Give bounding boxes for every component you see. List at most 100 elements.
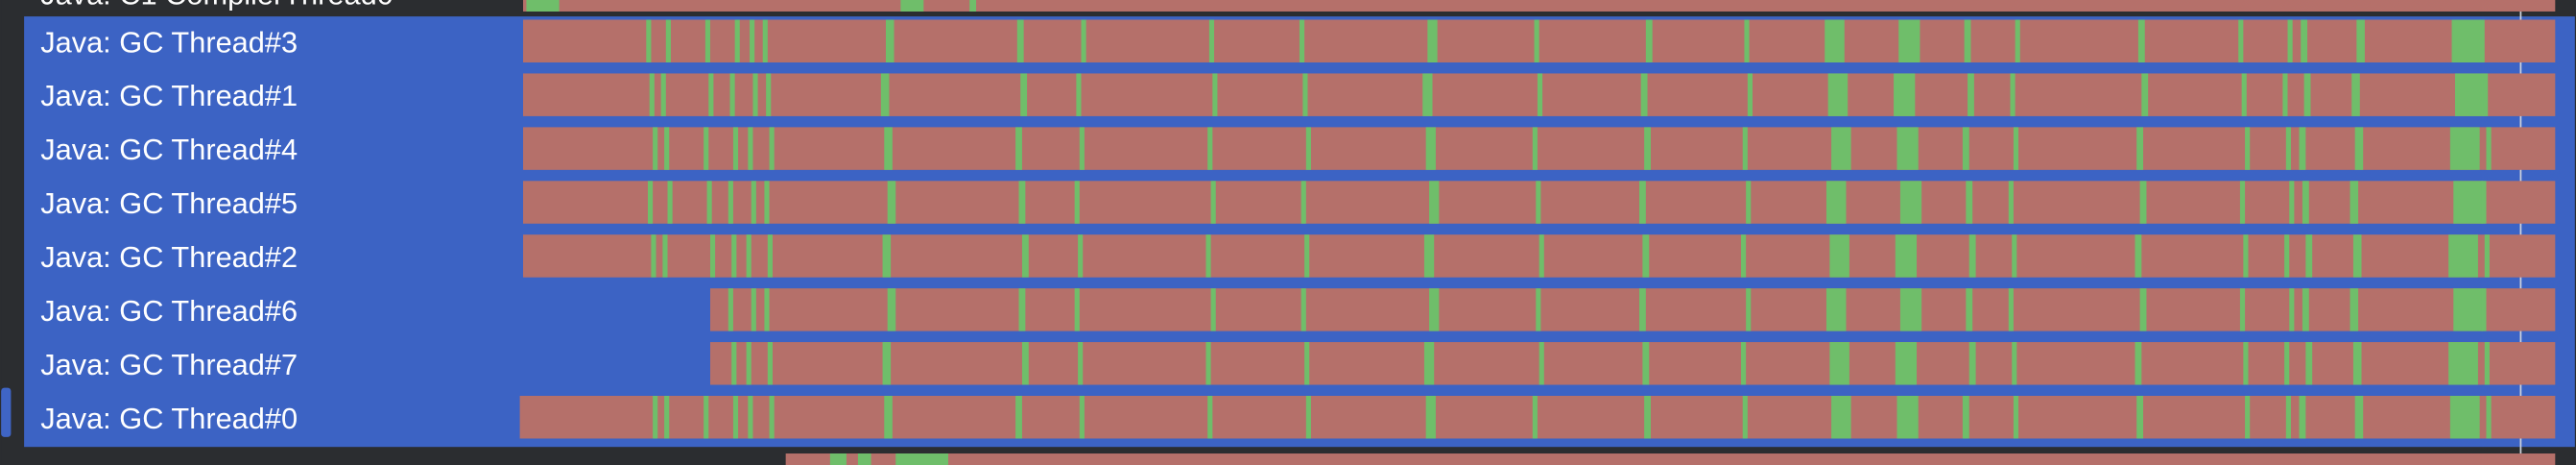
running-segment xyxy=(2451,19,2482,62)
running-segment xyxy=(1896,127,1919,170)
running-segment xyxy=(2137,19,2145,62)
running-segment xyxy=(660,73,666,116)
running-segment xyxy=(829,453,847,465)
running-segment xyxy=(1645,19,1653,62)
running-segment xyxy=(2012,342,2017,385)
running-segment xyxy=(1638,181,1646,224)
running-segment xyxy=(729,73,735,116)
running-segment xyxy=(1018,181,1026,224)
running-segment xyxy=(1962,127,1969,170)
running-segment xyxy=(2352,234,2362,278)
running-segment xyxy=(884,395,893,439)
running-segment xyxy=(1825,181,1847,224)
thread-label: Java: GC Thread#0 xyxy=(40,402,298,435)
running-segment xyxy=(1021,342,1029,385)
running-segment xyxy=(1747,73,1753,116)
running-segment xyxy=(2245,395,2251,439)
running-segment xyxy=(1078,342,1084,385)
running-segment xyxy=(2239,288,2246,331)
running-segment xyxy=(651,234,656,278)
running-segment xyxy=(1074,181,1080,224)
running-segment xyxy=(1896,395,1919,439)
running-segment xyxy=(2287,19,2293,62)
running-segment xyxy=(708,73,714,116)
running-segment xyxy=(2305,342,2313,385)
thread-row[interactable]: Java: GC Thread#1 xyxy=(40,73,2556,116)
running-segment xyxy=(1640,73,1648,116)
running-segment xyxy=(1021,234,1029,278)
running-segment xyxy=(1532,127,1538,170)
running-segment xyxy=(900,0,924,12)
timeline-bar xyxy=(523,127,2556,170)
thread-row[interactable]: Java: GC Thread#4 xyxy=(40,127,2556,170)
running-segment xyxy=(731,234,737,278)
running-segment xyxy=(2301,19,2308,62)
running-segment xyxy=(2243,342,2249,385)
thread-row[interactable]: Java: GC Thread#6 xyxy=(40,288,2556,331)
running-segment xyxy=(1304,342,1310,385)
running-segment xyxy=(1538,342,1544,385)
running-segment xyxy=(746,342,751,385)
running-segment xyxy=(2351,73,2360,116)
thread-row[interactable]: Java: GC Thread#0 xyxy=(40,395,2556,439)
running-segment xyxy=(1894,73,1916,116)
running-segment xyxy=(2284,234,2290,278)
running-segment xyxy=(882,342,892,385)
running-segment xyxy=(2484,234,2490,278)
running-segment xyxy=(1741,234,1747,278)
running-segment xyxy=(2354,127,2364,170)
running-segment xyxy=(764,181,770,224)
running-segment xyxy=(1205,342,1211,385)
running-segment xyxy=(1208,19,1215,62)
running-segment xyxy=(2448,234,2478,278)
running-segment xyxy=(1742,395,1748,439)
running-segment xyxy=(885,19,894,62)
running-segment xyxy=(1210,181,1216,224)
running-segment xyxy=(2449,395,2480,439)
running-segment xyxy=(1895,234,1918,278)
running-segment xyxy=(2289,181,2295,224)
running-segment xyxy=(709,234,716,278)
running-segment xyxy=(2282,73,2288,116)
running-segment xyxy=(1899,181,1922,224)
timeline-bar xyxy=(709,342,2556,385)
running-segment xyxy=(2008,181,2014,224)
thread-row[interactable]: Java: GC Thread#3 xyxy=(40,19,2556,62)
running-segment xyxy=(1423,234,1435,278)
thread-label: Java: GC Thread#5 xyxy=(40,186,298,220)
thread-row[interactable]: Java: GC Thread#5 xyxy=(40,181,2556,224)
running-segment xyxy=(732,395,739,439)
running-segment xyxy=(1831,395,1851,439)
thread-label: Java: GC Thread#2 xyxy=(40,240,298,274)
thread-row[interactable]: Java: GC Thread#2 xyxy=(40,234,2556,278)
running-segment xyxy=(2012,234,2017,278)
running-segment xyxy=(752,73,758,116)
running-segment xyxy=(1966,288,1973,331)
running-segment xyxy=(1422,73,1433,116)
running-segment xyxy=(767,234,773,278)
running-segment xyxy=(1300,181,1306,224)
running-segment xyxy=(2349,181,2359,224)
running-segment xyxy=(1079,395,1085,439)
running-segment xyxy=(1081,19,1086,62)
running-segment xyxy=(1534,19,1539,62)
running-segment xyxy=(526,0,560,12)
running-segment xyxy=(2302,288,2309,331)
running-segment xyxy=(1305,395,1311,439)
running-segment xyxy=(2479,19,2485,62)
running-segment xyxy=(2285,395,2291,439)
running-segment xyxy=(764,288,770,331)
thread-row[interactable]: Java: GC Thread#7 xyxy=(40,342,2556,385)
running-segment xyxy=(1898,19,1920,62)
running-segment xyxy=(766,73,772,116)
running-segment xyxy=(2136,395,2144,439)
thread-label: Java: GC Thread#3 xyxy=(40,25,298,59)
running-segment xyxy=(1078,234,1084,278)
running-segment xyxy=(882,234,892,278)
running-segment xyxy=(1895,342,1918,385)
running-segment xyxy=(2243,234,2249,278)
running-segment xyxy=(704,19,710,62)
thread-label: Java: GC Thread#6 xyxy=(40,294,298,328)
running-segment xyxy=(2141,73,2149,116)
